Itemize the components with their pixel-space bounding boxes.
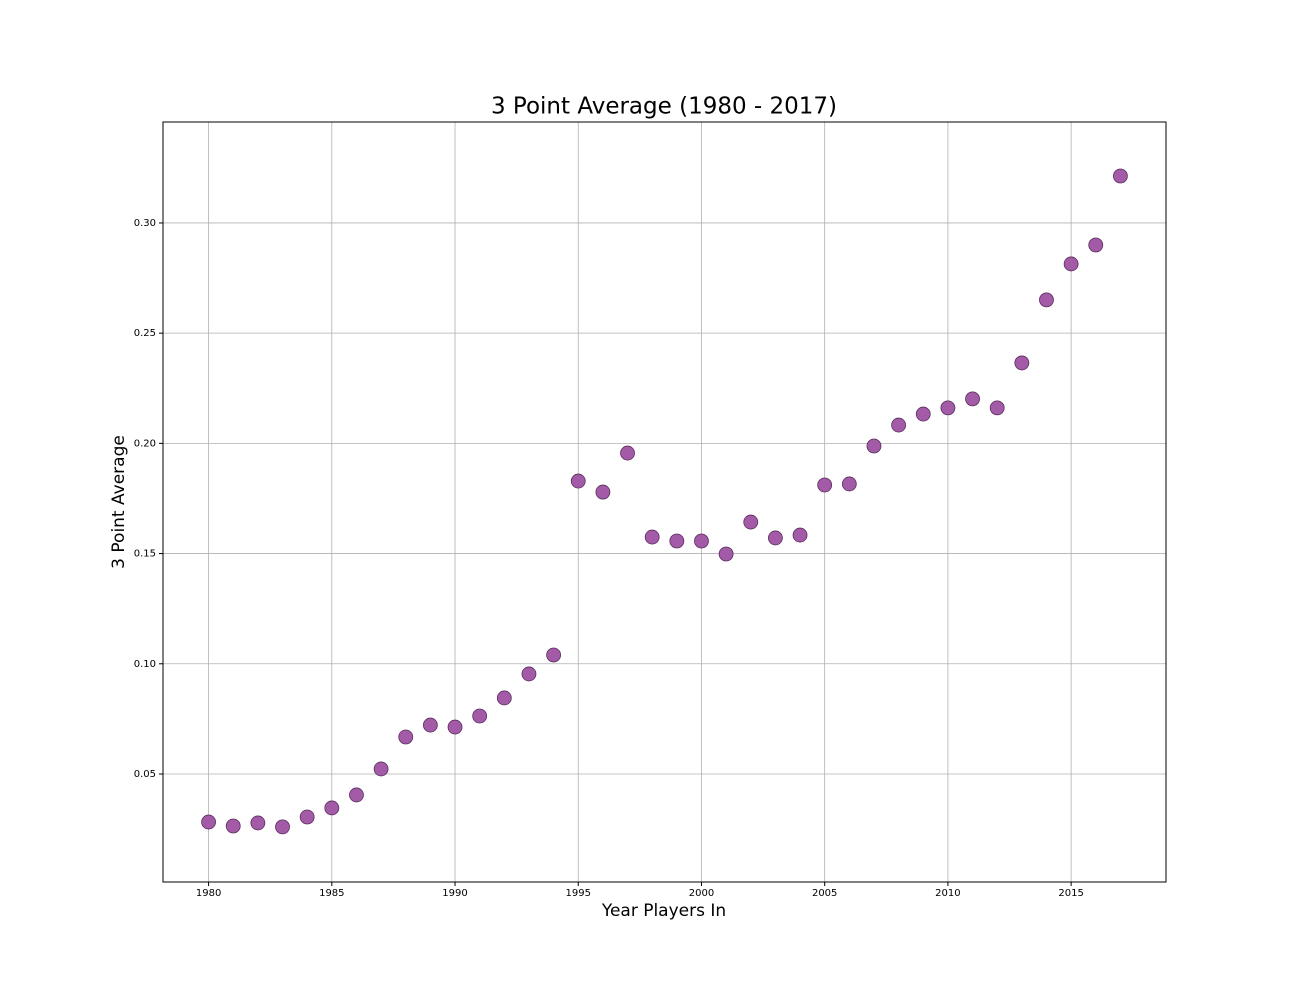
- point: [201, 814, 216, 830]
- point: [891, 417, 907, 433]
- point: [373, 761, 389, 777]
- x-tick-label: 1995: [566, 888, 591, 899]
- y-tick-label: 0.05: [134, 769, 156, 780]
- x-axis-label: Year Players In: [601, 901, 726, 921]
- x-tick-label: 1990: [442, 888, 467, 899]
- chart-title: 3 Point Average (1980 - 2017): [491, 94, 837, 120]
- point: [817, 477, 833, 493]
- point: [718, 546, 734, 562]
- point: [694, 533, 709, 549]
- point: [792, 527, 808, 543]
- point: [447, 719, 463, 735]
- y-axis-label: 3 Point Average: [109, 435, 129, 569]
- point: [620, 445, 635, 461]
- plot-frame: [162, 121, 1167, 883]
- point: [965, 391, 980, 407]
- point: [1088, 237, 1104, 253]
- point: [521, 666, 537, 682]
- point: [940, 400, 956, 416]
- point: [644, 529, 660, 545]
- point: [1014, 355, 1030, 371]
- x-tick-label: 2000: [689, 888, 714, 899]
- point: [398, 729, 414, 745]
- point: [1039, 292, 1054, 308]
- point: [546, 647, 562, 663]
- y-tick-label: 0.10: [134, 659, 156, 670]
- point: [250, 815, 266, 831]
- point: [299, 809, 315, 825]
- point: [989, 400, 1005, 416]
- x-tick-label: 2010: [935, 888, 960, 899]
- point: [225, 818, 241, 834]
- y-tick-label: 0.25: [134, 328, 156, 339]
- point: [743, 514, 759, 530]
- point: [1063, 256, 1079, 272]
- point: [422, 717, 438, 733]
- point: [496, 690, 512, 706]
- point: [1113, 168, 1128, 184]
- point: [669, 533, 685, 549]
- y-tick-label: 0.15: [134, 549, 156, 560]
- y-tick-label: 0.20: [134, 438, 156, 449]
- point: [767, 530, 783, 546]
- point: [595, 484, 611, 500]
- point: [472, 708, 488, 724]
- point: [866, 438, 882, 454]
- point: [915, 406, 931, 422]
- y-tick-label: 0.30: [134, 218, 156, 229]
- x-tick-label: 2015: [1058, 888, 1083, 899]
- x-tick-label: 1980: [196, 888, 221, 899]
- point: [841, 476, 857, 492]
- x-tick-label: 1985: [319, 888, 344, 899]
- point: [324, 800, 340, 816]
- point: [570, 473, 586, 489]
- point: [349, 787, 364, 803]
- point: [275, 819, 290, 835]
- x-tick-label: 2005: [812, 888, 837, 899]
